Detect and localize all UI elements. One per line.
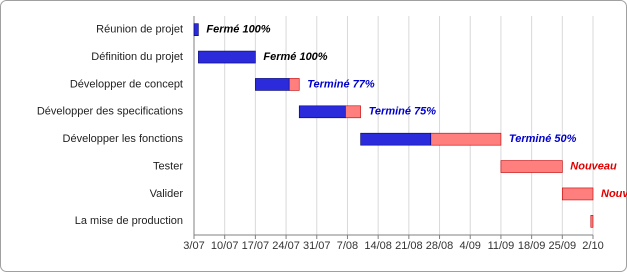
x-tick-label: 24/07 <box>272 240 300 252</box>
status-label: Terminé 50% <box>509 133 577 145</box>
bar-remaining <box>500 160 563 173</box>
status-label: Fermé 100% <box>263 51 327 63</box>
x-tick-label: 17/07 <box>242 240 270 252</box>
x-tick-label: 21/08 <box>395 240 423 252</box>
category-label: Définition du projet <box>91 51 183 63</box>
x-tick-label: 25/09 <box>549 240 577 252</box>
bar-done <box>255 78 290 91</box>
bar-done <box>193 23 199 36</box>
category-label: La mise de production <box>75 215 183 227</box>
category-label: Valider <box>150 188 184 200</box>
status-label: Nouveau <box>570 160 617 172</box>
category-label: Développer de concept <box>70 78 183 90</box>
bar-done <box>360 132 432 146</box>
x-tick-label: 18/09 <box>518 240 546 252</box>
bar-remaining <box>590 215 594 228</box>
category-label: Développer des specifications <box>37 106 184 118</box>
x-tick-label: 28/08 <box>426 240 454 252</box>
x-tick-label: 31/07 <box>303 240 331 252</box>
status-label: Terminé 77% <box>307 78 375 90</box>
x-tick-label: 4/09 <box>460 240 481 252</box>
bar-remaining <box>288 78 300 91</box>
bar-done <box>198 50 256 64</box>
category-label: Tester <box>153 160 183 172</box>
bar-done <box>298 105 346 119</box>
x-tick-label: 11/09 <box>488 240 515 252</box>
status-label: Nouveau <box>601 188 627 200</box>
bar-remaining <box>344 105 361 119</box>
x-tick-label: 3/07 <box>183 240 204 252</box>
status-label: Fermé 100% <box>206 24 270 36</box>
status-label: Terminé 75% <box>369 106 437 118</box>
bar-remaining <box>562 187 594 201</box>
x-tick-label: 10/07 <box>211 240 239 252</box>
category-label: Développer les fonctions <box>63 133 184 145</box>
category-label: Réunion de projet <box>96 24 183 36</box>
x-tick-label: 14/08 <box>364 240 392 252</box>
x-tick-label: 7/08 <box>337 240 358 252</box>
x-tick-label: 2/10 <box>582 240 603 252</box>
bar-remaining <box>430 132 502 146</box>
